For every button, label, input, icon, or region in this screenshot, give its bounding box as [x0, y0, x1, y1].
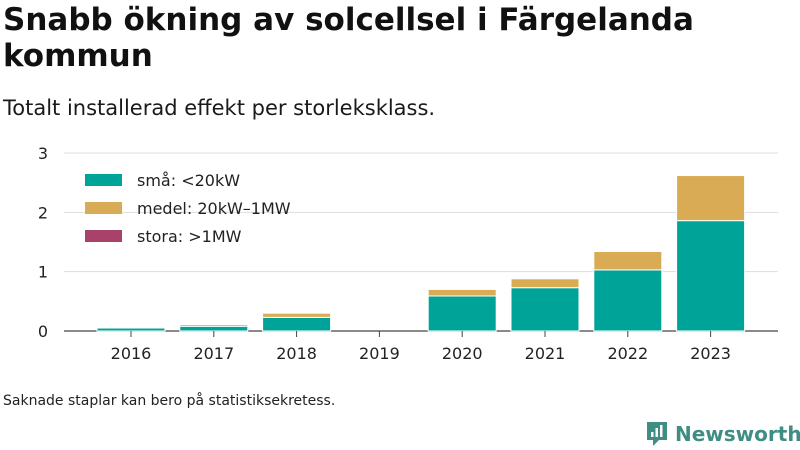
brand-logo: Newsworthy [645, 420, 800, 448]
legend-label: små: <20kW [137, 171, 240, 190]
bar-segment-2022-0 [593, 269, 663, 332]
bar-segment-2018-0 [262, 316, 332, 332]
bar-segment-2023-0 [676, 220, 746, 332]
legend-swatch [85, 202, 122, 214]
legend-swatch [85, 230, 122, 242]
bar-segment-2020-0 [427, 295, 497, 332]
bar-segment-2016-0 [96, 327, 166, 332]
legend-label: medel: 20kW–1MW [137, 199, 291, 218]
y-tick-label: 2 [38, 203, 48, 222]
bar-segment-2018-1 [262, 312, 332, 318]
footnote: Saknade staplar kan bero på statistiksek… [3, 393, 336, 409]
x-tick-label: 2020 [442, 344, 483, 363]
y-tick-label: 0 [38, 322, 48, 341]
legend-swatch [85, 174, 122, 186]
bar-segment-2020-1 [427, 288, 497, 297]
bar-segment-2017-1 [179, 323, 249, 327]
chart-title: Snabb ökning av solcellsel i Färgelanda … [3, 2, 694, 74]
brand-name: Newsworthy [675, 422, 800, 446]
x-tick-label: 2016 [111, 344, 152, 363]
bar-segment-2022-1 [593, 250, 663, 271]
x-tick-label: 2021 [525, 344, 566, 363]
x-tick-label: 2018 [276, 344, 317, 363]
y-tick-label: 1 [38, 263, 48, 282]
bar-segment-2017-0 [179, 325, 249, 332]
bar-segment-2023-1 [676, 175, 746, 222]
bar-chart-logo-icon [647, 422, 667, 446]
x-tick-label: 2017 [193, 344, 234, 363]
chart-subtitle: Totalt installerad effekt per storlekskl… [3, 96, 436, 120]
y-tick-label: 3 [38, 144, 48, 163]
bar-segment-2021-0 [510, 287, 580, 332]
legend-label: stora: >1MW [137, 227, 242, 246]
x-tick-label: 2022 [607, 344, 648, 363]
bar-segment-2021-1 [510, 278, 580, 289]
x-tick-label: 2019 [359, 344, 400, 363]
x-tick-label: 2023 [690, 344, 731, 363]
